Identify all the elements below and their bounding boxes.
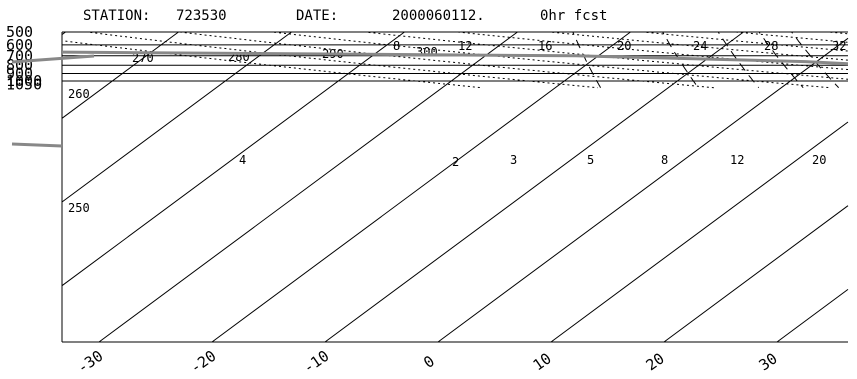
isotherm-line: [437, 37, 849, 343]
mixing-ratio-label: 32: [832, 39, 846, 53]
temperature-tick-label: -20: [187, 347, 220, 377]
mixing-ratio-label: 28: [764, 39, 778, 53]
mixing-ratio-label: 12: [730, 153, 744, 167]
pressure-tick-label: 900: [6, 65, 33, 83]
isotherm-line: [211, 31, 631, 343]
dry-adiabat-line: [82, 32, 598, 89]
temperature-tick-label: 0: [420, 352, 438, 372]
pressure-tick-label: 600: [6, 36, 33, 54]
mixing-ratio-line: [662, 32, 699, 89]
mixing-ratio-label: 8: [393, 39, 400, 53]
dry-adiabat-line: [267, 32, 831, 89]
mixing-ratio-label: 8: [661, 153, 668, 167]
isotherm-line: [550, 121, 849, 343]
dewpoint-profile-line: [62, 50, 848, 66]
mixing-ratio-line: [572, 32, 602, 88]
temperature-tick-label: -30: [74, 347, 107, 377]
mixing-ratio-label: 5: [587, 153, 594, 167]
temperature-tick-label: 10: [530, 349, 555, 374]
isotherm-line: [61, 31, 292, 203]
mixing-ratio-label: 24: [693, 39, 707, 53]
temperature-tick-label: 20: [643, 349, 668, 374]
station-label: STATION:: [83, 8, 151, 24]
pressure-tick-label: 1000: [6, 72, 42, 90]
dry-adiabat-label: 300: [416, 45, 438, 59]
upper-profile-stub: [11, 54, 95, 64]
isotherm-line: [663, 205, 849, 343]
mixing-ratio-label: 16: [538, 39, 552, 53]
mixing-ratio-label: 2: [452, 155, 459, 169]
pressure-tick-label: 1050: [6, 75, 42, 93]
dry-adiabat-line: [545, 32, 848, 61]
mixing-ratio-line: [758, 32, 804, 89]
dry-adiabat-label: 250: [68, 201, 90, 215]
dry-adiabat-line: [62, 40, 482, 89]
mixing-ratio-label: 20: [812, 153, 826, 167]
isotherm-line: [61, 31, 66, 35]
mixing-ratio-label: 12: [458, 39, 472, 53]
isotherm-line: [324, 31, 744, 343]
temperature-tick-label: 30: [756, 349, 781, 374]
isotherm-line: [61, 31, 179, 119]
isotherm-line: [98, 31, 518, 343]
forecast-label: 0hr fcst: [540, 8, 608, 24]
isotherm-line: [61, 31, 405, 287]
dry-adiabat-label: 270: [132, 51, 154, 65]
mixing-ratio-line: [717, 32, 760, 89]
lower-profile-stub: [11, 142, 63, 148]
isotherm-line: [776, 289, 849, 343]
dry-adiabat-label: 260: [68, 87, 90, 101]
mixing-ratio-label: 4: [239, 153, 246, 167]
dry-adiabat-line: [452, 32, 848, 71]
mixing-ratio-label: 3: [510, 153, 517, 167]
temperature-tick-label: -10: [300, 347, 333, 377]
date-label: DATE:: [296, 8, 339, 24]
date-value: 2000060112.: [392, 8, 485, 24]
mixing-ratio-label: 20: [617, 39, 631, 53]
pressure-tick-label: 500: [6, 23, 33, 41]
station-value: 723530: [176, 8, 227, 24]
